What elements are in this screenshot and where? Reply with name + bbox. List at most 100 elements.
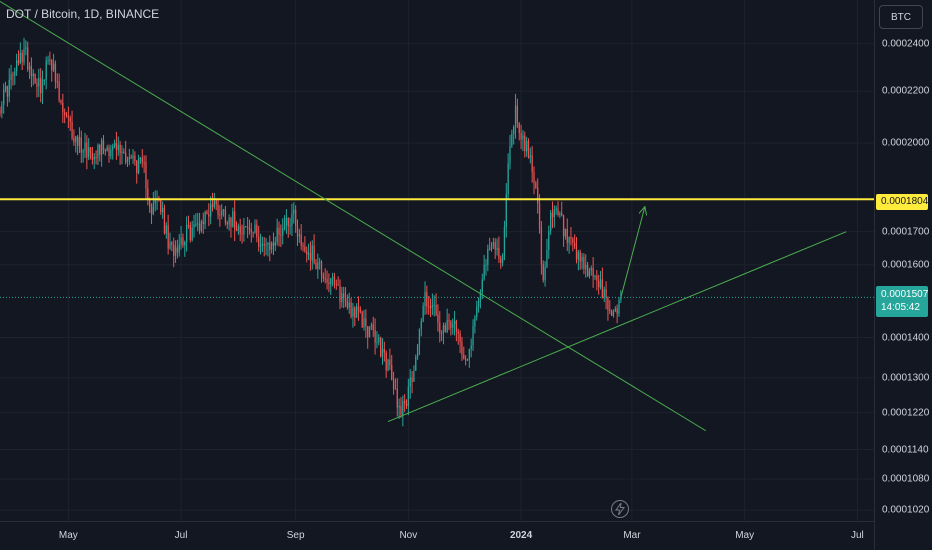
candle — [463, 346, 465, 360]
candle — [306, 246, 308, 263]
candle — [154, 190, 156, 212]
candle — [487, 244, 489, 272]
candle — [609, 300, 611, 315]
candle — [583, 253, 585, 275]
candle — [99, 143, 101, 162]
candle — [363, 309, 365, 331]
candle — [282, 218, 284, 245]
candle — [514, 93, 517, 139]
currency-button[interactable]: BTC — [879, 5, 923, 29]
candle — [398, 398, 400, 419]
candle — [206, 209, 208, 215]
candle — [256, 219, 258, 243]
candle — [341, 286, 343, 308]
candle — [141, 149, 143, 168]
trendline[interactable] — [387, 231, 847, 423]
candle — [65, 111, 68, 118]
candle — [476, 300, 478, 321]
candle — [14, 67, 16, 85]
candle — [88, 138, 90, 161]
candle — [592, 257, 594, 288]
candle — [361, 310, 363, 329]
candle — [618, 297, 620, 317]
candle — [474, 315, 476, 334]
candle — [185, 216, 188, 252]
price-scale-label: 0.0002200 — [882, 85, 930, 97]
candle — [483, 254, 485, 281]
candle — [407, 378, 410, 416]
candle — [372, 316, 374, 337]
candle — [367, 325, 369, 349]
price-scale-label: 0.0001080 — [882, 473, 930, 485]
candle — [346, 294, 349, 310]
candle — [466, 358, 469, 361]
candle — [596, 269, 598, 291]
trendline[interactable] — [0, 0, 707, 432]
candle — [250, 222, 252, 243]
candle — [12, 71, 14, 86]
candle — [263, 237, 265, 257]
candle — [283, 215, 286, 231]
candle — [102, 135, 105, 155]
candle — [309, 241, 312, 271]
candle — [507, 153, 509, 200]
candle — [416, 343, 419, 360]
candle — [385, 350, 387, 378]
candle — [307, 243, 310, 260]
candle — [572, 237, 574, 252]
candle — [586, 261, 589, 277]
candle — [300, 224, 302, 251]
candle — [570, 226, 572, 246]
candle — [354, 306, 356, 327]
candle — [125, 140, 127, 165]
projection-arrow[interactable] — [620, 206, 646, 298]
candle — [548, 225, 550, 259]
candle — [537, 178, 539, 214]
candle — [117, 136, 119, 156]
candle — [78, 127, 81, 153]
candle — [320, 260, 323, 283]
candle — [215, 199, 217, 211]
candle — [468, 348, 470, 368]
candle — [575, 237, 578, 264]
candle — [612, 309, 615, 318]
candle — [555, 205, 557, 215]
candle — [121, 145, 123, 165]
candle — [581, 253, 583, 270]
time-axis-label: Sep — [286, 530, 305, 541]
candle — [538, 194, 541, 234]
candle — [420, 318, 422, 337]
candle — [6, 85, 9, 107]
candle — [378, 334, 380, 346]
flash-icon[interactable] — [611, 500, 629, 518]
candle — [446, 308, 448, 334]
candle — [387, 358, 389, 372]
price-scale-label: 0.0001400 — [882, 332, 930, 344]
candle — [490, 242, 493, 252]
candle — [270, 241, 273, 254]
candle — [505, 183, 507, 238]
candle — [461, 336, 463, 361]
candle — [409, 368, 411, 399]
candle — [492, 237, 495, 249]
candle — [501, 253, 504, 267]
candle — [62, 93, 64, 123]
candle — [566, 218, 568, 252]
candle — [200, 219, 203, 233]
candle — [485, 258, 487, 276]
candle — [28, 62, 31, 80]
candle — [452, 318, 454, 335]
candle — [533, 166, 535, 195]
candle — [27, 41, 29, 72]
candle — [176, 239, 179, 259]
candle — [614, 306, 616, 313]
candle — [32, 69, 34, 86]
candle — [143, 155, 145, 174]
candle — [472, 319, 474, 351]
candle — [134, 151, 136, 166]
candle — [246, 217, 249, 239]
candle — [139, 156, 142, 164]
candle — [546, 238, 548, 269]
candle — [54, 60, 57, 89]
